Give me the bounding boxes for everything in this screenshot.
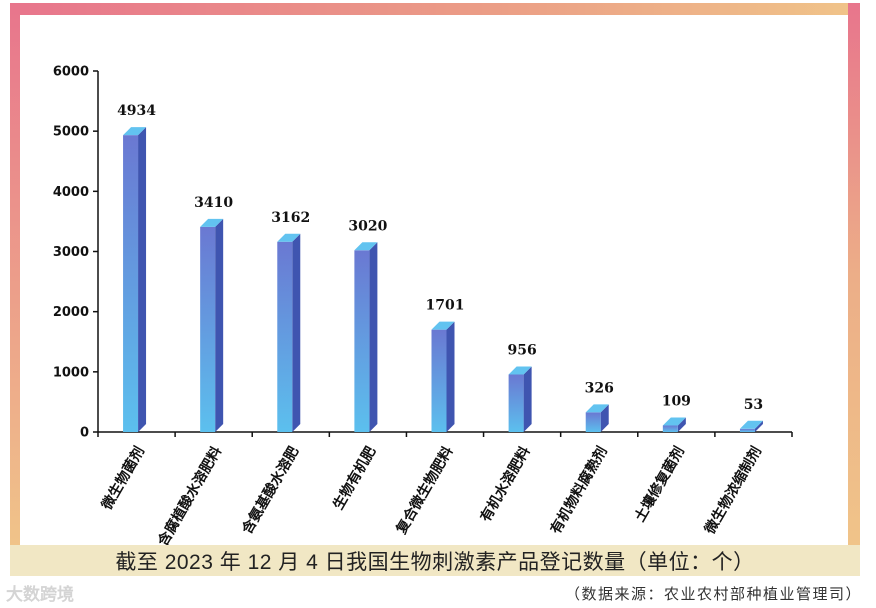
x-tick-label: 复合微生物肥料 (392, 444, 456, 538)
bar-side (369, 242, 378, 432)
bar (431, 321, 455, 432)
x-tick-label: 土壤修复菌剂 (631, 444, 688, 525)
bar-top (200, 218, 224, 227)
x-tick-label: 含氨基酸水溶肥 (239, 444, 303, 537)
chart-labels: 0 1000 2000 3000 4000 5000 6000 4934 微生物菌剂 3410 含腐… (53, 65, 765, 549)
data-label: 326 (585, 380, 614, 396)
data-label: 3020 (348, 218, 387, 234)
bar-top (739, 420, 763, 429)
bar-side (754, 420, 763, 432)
bar-side (215, 218, 224, 432)
bar-front (277, 241, 293, 432)
frame-border-left (10, 3, 20, 548)
x-tick-label: 微生物浓缩制剂 (701, 444, 765, 538)
bar-front (508, 374, 524, 432)
y-tick-label: 3000 (53, 245, 89, 260)
bar-front (200, 226, 216, 432)
bar (123, 127, 147, 432)
caption-band: 截至 2023 年 12 月 4 日我国生物刺激素产品登记数量（单位：个） (10, 545, 860, 576)
x-tick-label: 含腐植酸水溶肥料 (154, 444, 225, 549)
chart-panel (20, 15, 848, 548)
bar-front (123, 135, 139, 432)
x-tick-label: 微生物菌剂 (98, 444, 148, 514)
bar-top (585, 404, 609, 413)
watermark-logo: 大数跨境 (6, 585, 74, 604)
frame-border-right (848, 3, 860, 548)
bar (662, 417, 686, 432)
bar (354, 242, 378, 432)
bar-side (677, 417, 686, 432)
bar-side (523, 366, 532, 432)
y-tick-label: 5000 (53, 125, 89, 140)
data-label: 4934 (117, 103, 156, 119)
y-tick-label: 6000 (53, 65, 89, 80)
bar (739, 420, 763, 432)
x-tick-label: 生物有机肥 (330, 444, 380, 513)
bar (508, 366, 532, 432)
bar-chart: 0 1000 2000 3000 4000 5000 6000 4934 微生物菌剂 3410 含腐… (53, 65, 793, 549)
source-note: （数据来源：农业农村部种植业管理司） (564, 585, 862, 603)
bar-top (354, 242, 378, 251)
bar (277, 233, 301, 432)
bar (585, 404, 609, 432)
bar-top (508, 366, 532, 375)
data-label: 53 (744, 397, 763, 413)
bar-side (600, 404, 609, 432)
y-tick-label: 1000 (53, 365, 89, 380)
bar-front (662, 425, 678, 432)
data-label: 3410 (194, 195, 233, 211)
data-label: 1701 (426, 298, 465, 314)
data-label: 109 (662, 393, 691, 409)
bar-top (277, 233, 301, 242)
data-label: 956 (507, 342, 536, 358)
bar-side (446, 321, 455, 432)
chart-caption: 截至 2023 年 12 月 4 日我国生物刺激素产品登记数量（单位：个） (115, 550, 755, 574)
bar-side (292, 233, 301, 432)
bar-front (739, 428, 755, 432)
x-tick-label: 有机水溶肥料 (477, 444, 534, 525)
data-label: 3162 (271, 210, 310, 226)
y-tick-label: 0 (80, 426, 89, 441)
bar-top (431, 321, 455, 330)
bar-front (354, 250, 370, 432)
bar-front (431, 329, 447, 432)
y-tick-label: 2000 (53, 305, 89, 320)
frame-border-top (10, 3, 858, 15)
x-tick-label: 有机物料腐熟剂 (547, 444, 611, 537)
bar-top (662, 417, 686, 426)
chart-bars (123, 127, 763, 432)
bar-front (585, 412, 601, 432)
bar-top (123, 127, 147, 136)
bar-side (138, 127, 147, 432)
y-tick-label: 4000 (53, 185, 89, 200)
bar (200, 218, 224, 432)
